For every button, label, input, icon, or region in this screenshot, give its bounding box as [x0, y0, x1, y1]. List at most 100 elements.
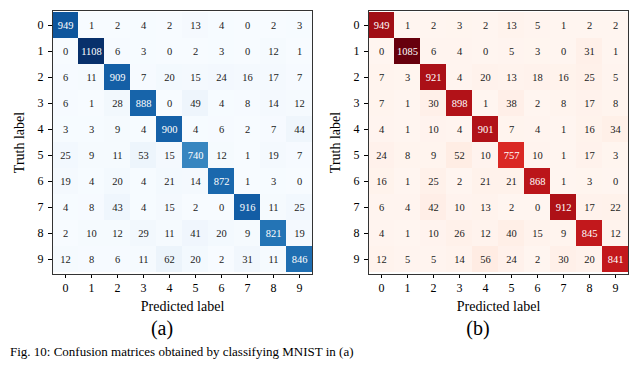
svg-text:2: 2 [483, 20, 488, 31]
svg-text:9: 9 [115, 124, 120, 135]
svg-text:16: 16 [584, 124, 595, 135]
svg-text:9: 9 [613, 281, 619, 295]
svg-text:3: 3 [535, 46, 540, 57]
svg-text:9: 9 [245, 228, 250, 239]
svg-text:0: 0 [297, 176, 302, 187]
svg-text:34: 34 [610, 124, 621, 135]
svg-text:5: 5 [613, 72, 618, 83]
svg-text:5: 5 [535, 20, 540, 31]
svg-text:3: 3 [38, 96, 44, 110]
svg-text:5: 5 [509, 281, 515, 295]
svg-text:8: 8 [613, 98, 618, 109]
svg-text:3: 3 [297, 20, 302, 31]
svg-text:14: 14 [454, 254, 465, 265]
svg-text:0: 0 [167, 98, 172, 109]
svg-text:3: 3 [457, 20, 462, 31]
svg-text:0: 0 [379, 46, 384, 57]
svg-text:16: 16 [242, 72, 253, 83]
svg-text:24: 24 [216, 72, 227, 83]
svg-text:11: 11 [268, 202, 278, 213]
svg-text:2: 2 [167, 20, 172, 31]
svg-text:2: 2 [535, 98, 540, 109]
svg-text:1: 1 [405, 124, 410, 135]
svg-text:13: 13 [480, 202, 491, 213]
svg-text:841: 841 [608, 254, 624, 265]
svg-text:912: 912 [556, 202, 572, 213]
svg-text:7: 7 [38, 200, 44, 214]
svg-text:44: 44 [294, 124, 305, 135]
svg-text:2: 2 [63, 228, 68, 239]
svg-text:8: 8 [587, 281, 593, 295]
svg-text:15: 15 [532, 228, 543, 239]
svg-text:31: 31 [584, 46, 595, 57]
svg-text:14: 14 [268, 98, 279, 109]
svg-text:2: 2 [587, 20, 592, 31]
svg-text:6: 6 [354, 174, 360, 188]
svg-text:20: 20 [112, 176, 123, 187]
svg-text:0: 0 [245, 20, 250, 31]
svg-text:43: 43 [112, 202, 123, 213]
svg-text:30: 30 [428, 98, 439, 109]
svg-text:25: 25 [428, 176, 439, 187]
svg-text:25: 25 [294, 202, 305, 213]
svg-text:18: 18 [532, 72, 543, 83]
svg-text:7: 7 [297, 72, 302, 83]
svg-text:757: 757 [504, 150, 520, 161]
svg-text:1085: 1085 [397, 46, 418, 57]
svg-text:4: 4 [141, 124, 147, 135]
svg-text:3: 3 [141, 281, 147, 295]
svg-text:10: 10 [480, 150, 491, 161]
svg-text:1: 1 [89, 20, 94, 31]
svg-text:1: 1 [89, 281, 95, 295]
svg-text:4: 4 [457, 72, 463, 83]
svg-text:17: 17 [584, 98, 595, 109]
svg-text:2: 2 [193, 46, 198, 57]
svg-text:1: 1 [405, 176, 410, 187]
svg-text:10: 10 [428, 124, 439, 135]
svg-text:11: 11 [268, 254, 278, 265]
svg-text:4: 4 [89, 176, 95, 187]
svg-text:11: 11 [112, 150, 122, 161]
svg-text:19: 19 [268, 150, 279, 161]
svg-text:6: 6 [115, 254, 120, 265]
svg-text:4: 4 [354, 122, 360, 136]
svg-text:2: 2 [457, 176, 462, 187]
svg-text:949: 949 [374, 20, 390, 31]
svg-text:0: 0 [63, 46, 68, 57]
svg-text:20: 20 [164, 72, 175, 83]
svg-text:0: 0 [379, 281, 385, 295]
svg-text:21: 21 [480, 176, 491, 187]
svg-text:4: 4 [457, 124, 463, 135]
svg-text:4: 4 [63, 202, 69, 213]
svg-text:62: 62 [164, 254, 175, 265]
svg-text:7: 7 [509, 124, 514, 135]
svg-text:821: 821 [266, 228, 282, 239]
svg-text:1: 1 [613, 46, 618, 57]
svg-text:7: 7 [561, 281, 567, 295]
svg-text:12: 12 [112, 228, 123, 239]
svg-text:9: 9 [431, 150, 436, 161]
svg-text:3: 3 [457, 281, 463, 295]
svg-text:8: 8 [561, 98, 566, 109]
svg-text:0: 0 [38, 18, 44, 32]
svg-text:2: 2 [115, 281, 121, 295]
svg-text:909: 909 [110, 72, 126, 83]
svg-text:49: 49 [190, 98, 201, 109]
svg-text:6: 6 [431, 46, 436, 57]
svg-text:8: 8 [89, 202, 94, 213]
svg-text:1108: 1108 [81, 46, 102, 57]
svg-text:10: 10 [454, 202, 465, 213]
svg-text:12: 12 [480, 228, 491, 239]
svg-text:0: 0 [613, 176, 618, 187]
svg-text:19: 19 [294, 228, 305, 239]
svg-text:3: 3 [141, 46, 146, 57]
svg-text:2: 2 [431, 281, 437, 295]
svg-text:1: 1 [245, 150, 250, 161]
svg-text:5: 5 [509, 46, 514, 57]
svg-text:872: 872 [214, 176, 230, 187]
svg-text:17: 17 [584, 202, 595, 213]
svg-text:28: 28 [112, 98, 123, 109]
svg-text:20: 20 [480, 72, 491, 83]
svg-text:2: 2 [431, 20, 436, 31]
svg-text:1: 1 [561, 20, 566, 31]
